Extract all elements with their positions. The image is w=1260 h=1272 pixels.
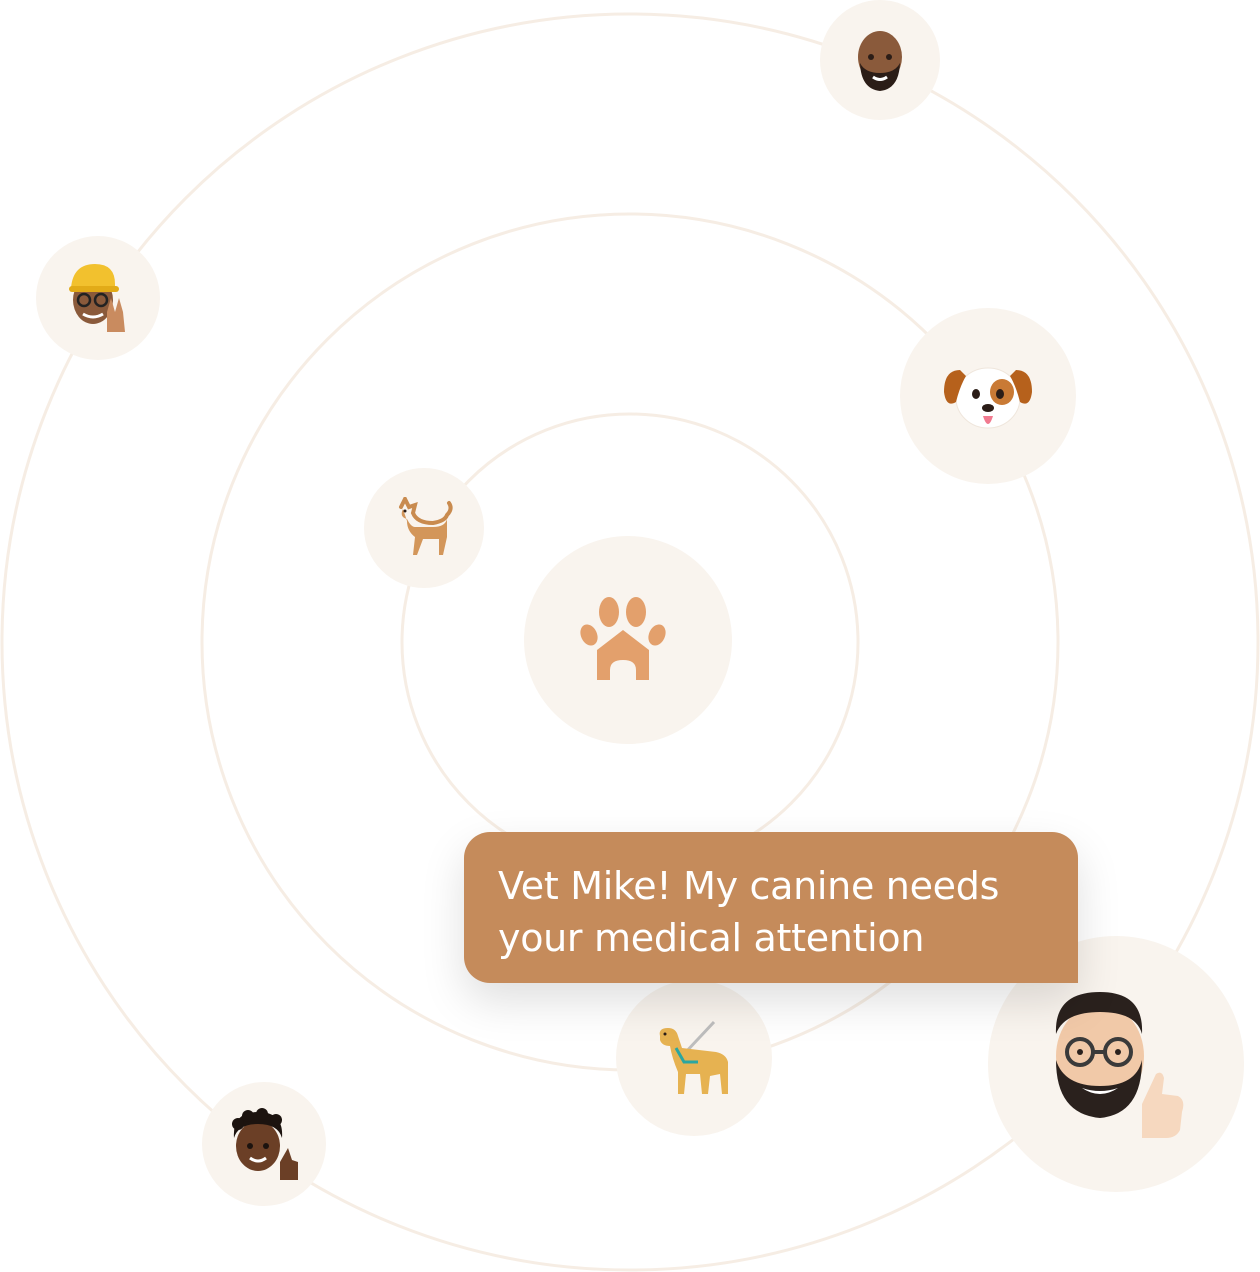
paw-house-icon (580, 597, 666, 680)
yellow-cap-peace-sign-memoji-icon (69, 264, 125, 332)
avatar-bald-man (820, 0, 940, 120)
dog-icon (399, 497, 453, 555)
avatar-curly-boy (202, 1082, 326, 1206)
avatar-vet-mike (988, 936, 1244, 1192)
avatar-puppy-face (900, 308, 1076, 484)
center-logo (524, 536, 732, 744)
curly-hair-thumbs-up-memoji-icon (232, 1108, 298, 1180)
orbit-ring-outer (0, 12, 1260, 1272)
avatar-guide-dog (616, 980, 772, 1136)
message-text: Vet Mike! My canine needs your medical a… (498, 864, 1000, 960)
message-bubble: Vet Mike! My canine needs your medical a… (464, 832, 1078, 983)
guide-dog-icon (659, 1020, 728, 1094)
avatar-cap-peace (36, 236, 160, 360)
puppy-face-icon (944, 367, 1032, 429)
avatar-dog (364, 468, 484, 588)
bald-bearded-man-memoji-icon (858, 31, 902, 91)
bearded-glasses-thumbs-up-memoji-icon (1055, 992, 1184, 1138)
